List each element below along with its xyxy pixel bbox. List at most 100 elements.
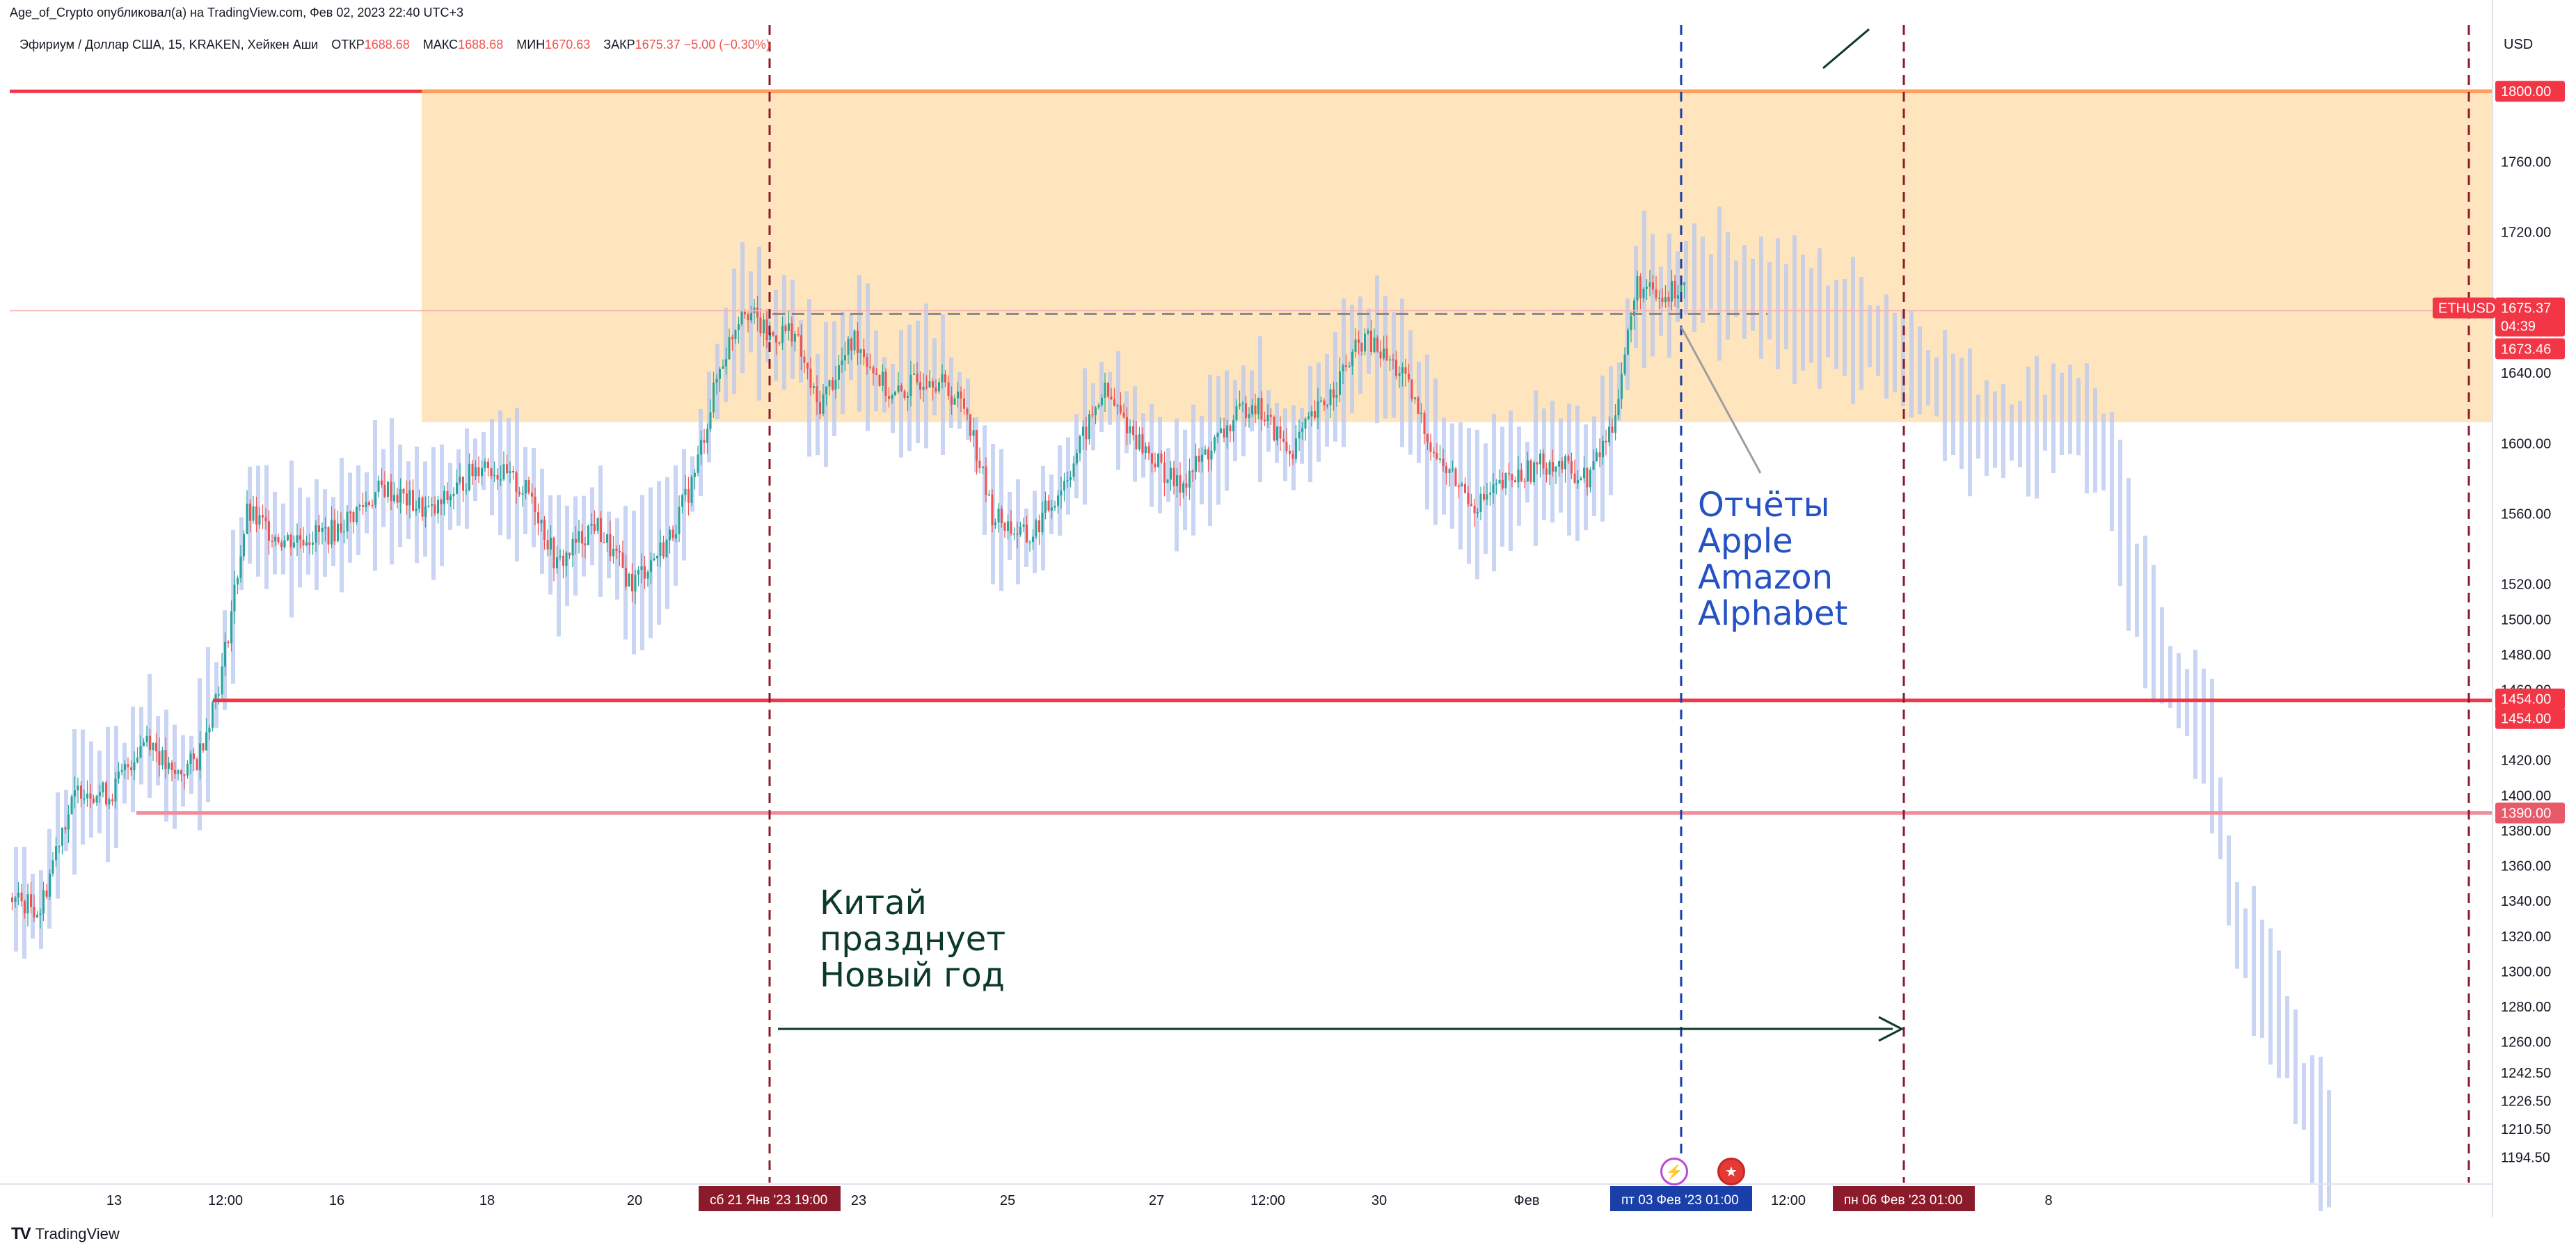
candle-body xyxy=(706,429,708,443)
candle-body xyxy=(1376,337,1378,352)
ghost-bar xyxy=(1266,390,1271,452)
ghost-bar xyxy=(1383,296,1388,419)
candle-body xyxy=(646,571,649,579)
candle-body xyxy=(1683,282,1685,285)
candle-body xyxy=(193,753,195,760)
candle-body xyxy=(1176,475,1178,486)
level-1454-tag: 1454.00 xyxy=(2501,692,2551,708)
candle-body xyxy=(1044,500,1047,513)
candle-body xyxy=(546,540,549,550)
candle-body xyxy=(1677,295,1679,299)
candle-body xyxy=(186,764,189,776)
ghost-bar xyxy=(1291,405,1296,490)
ghost-bar xyxy=(1684,241,1688,315)
price-axis[interactable]: USD 1194.50 1210.50 1226.50 1242.50 1260.00 12… xyxy=(2433,0,2576,1217)
china-new-year-note[interactable]: Китай празднует Новый год xyxy=(820,885,1005,993)
candle-body xyxy=(581,531,583,544)
candle-body xyxy=(1088,414,1090,440)
candle-body xyxy=(775,335,777,343)
candle-body xyxy=(1113,399,1115,406)
candle-body xyxy=(427,505,430,507)
ghost-bar xyxy=(356,465,360,556)
candle-body xyxy=(994,522,996,525)
current-price-tag-bg xyxy=(2495,297,2565,319)
candle-body xyxy=(1529,461,1532,483)
candle-body xyxy=(1110,396,1113,400)
candle-body xyxy=(274,536,276,542)
candle-body xyxy=(1145,446,1147,454)
candle-body xyxy=(988,494,990,496)
candle-body xyxy=(1038,520,1040,533)
candle-body xyxy=(408,490,411,506)
y-tick-label: 1300.00 xyxy=(2501,964,2551,980)
candle-body xyxy=(26,894,29,913)
time-axis[interactable]: 13 12:00 16 18 20 23 25 27 12:00 30 Фев 12:00 8 сб 21… xyxy=(0,1183,2492,1211)
change-value: −5.00 (−0.30%) xyxy=(683,38,770,51)
candle-body xyxy=(1592,461,1595,470)
candle-body xyxy=(1079,435,1081,454)
earnings-reports-note[interactable]: Отчёты Apple Amazon Alphabet xyxy=(1698,487,1847,632)
candle-body xyxy=(1667,296,1670,302)
candle-body xyxy=(324,527,326,529)
us-flag-event-icon[interactable]: ★ xyxy=(1717,1158,1745,1185)
candle-body xyxy=(33,906,35,918)
candle-body xyxy=(1445,466,1447,474)
candle-body xyxy=(1057,495,1059,506)
candle-body xyxy=(465,490,468,491)
horizontal-levels xyxy=(10,89,2492,815)
candle-body xyxy=(903,391,906,398)
ghost-bar xyxy=(2285,996,2289,1078)
candle-body xyxy=(377,480,380,493)
ghost-bar xyxy=(932,338,937,415)
candle-body xyxy=(637,570,639,575)
ghost-bar xyxy=(2277,950,2281,1078)
candle-body xyxy=(947,382,950,396)
candle-body xyxy=(797,333,800,335)
candle-body xyxy=(1204,449,1207,455)
currency-label: USD xyxy=(2504,37,2533,52)
candle-body xyxy=(1426,434,1429,442)
candle-body xyxy=(246,503,248,534)
candle-body xyxy=(1404,367,1407,374)
ghost-bar xyxy=(1584,424,1588,531)
candle-body xyxy=(434,504,436,514)
candle-body xyxy=(615,548,618,551)
ghost-bar xyxy=(740,242,745,374)
ghost-bar xyxy=(1851,256,1855,404)
candle-body xyxy=(1329,389,1332,406)
candle-body xyxy=(578,531,580,543)
candle-body xyxy=(1304,418,1307,429)
ghost-bar xyxy=(281,503,285,575)
lightning-event-icon[interactable]: ⚡ xyxy=(1660,1158,1688,1185)
candle-body xyxy=(869,367,871,368)
ghost-bar xyxy=(1859,276,1863,390)
candle-body xyxy=(621,552,624,568)
candle-body xyxy=(312,542,314,545)
x-tick-label: 13 xyxy=(106,1193,122,1208)
candle-body xyxy=(333,520,336,541)
candle-body xyxy=(1420,413,1422,415)
candle-body xyxy=(1295,438,1297,459)
ghost-bar xyxy=(1868,305,1872,367)
candle-body xyxy=(1170,467,1172,480)
tradingview-footer[interactable]: TV TradingView xyxy=(11,1224,120,1244)
ghost-bar xyxy=(1792,235,1797,384)
candle-body xyxy=(387,481,389,497)
ghost-bar xyxy=(857,275,861,412)
symbol-title[interactable]: Эфириум / Доллар США, 15, KRAKEN, Хейкен… xyxy=(19,38,319,51)
ghost-bar xyxy=(1951,353,1955,456)
candle-body xyxy=(1533,462,1535,483)
candle-body xyxy=(381,480,383,485)
candle-body xyxy=(1339,371,1341,395)
candle-body xyxy=(1661,297,1664,303)
ghost-bar xyxy=(707,371,711,463)
note-line: Отчёты xyxy=(1698,486,1830,525)
candle-body xyxy=(86,793,88,799)
candle-body xyxy=(713,382,715,413)
ghost-bar xyxy=(1392,312,1396,418)
ghost-bar xyxy=(239,517,244,590)
candle-body xyxy=(1555,466,1557,472)
candle-body xyxy=(778,342,781,344)
candle-body xyxy=(58,845,61,847)
